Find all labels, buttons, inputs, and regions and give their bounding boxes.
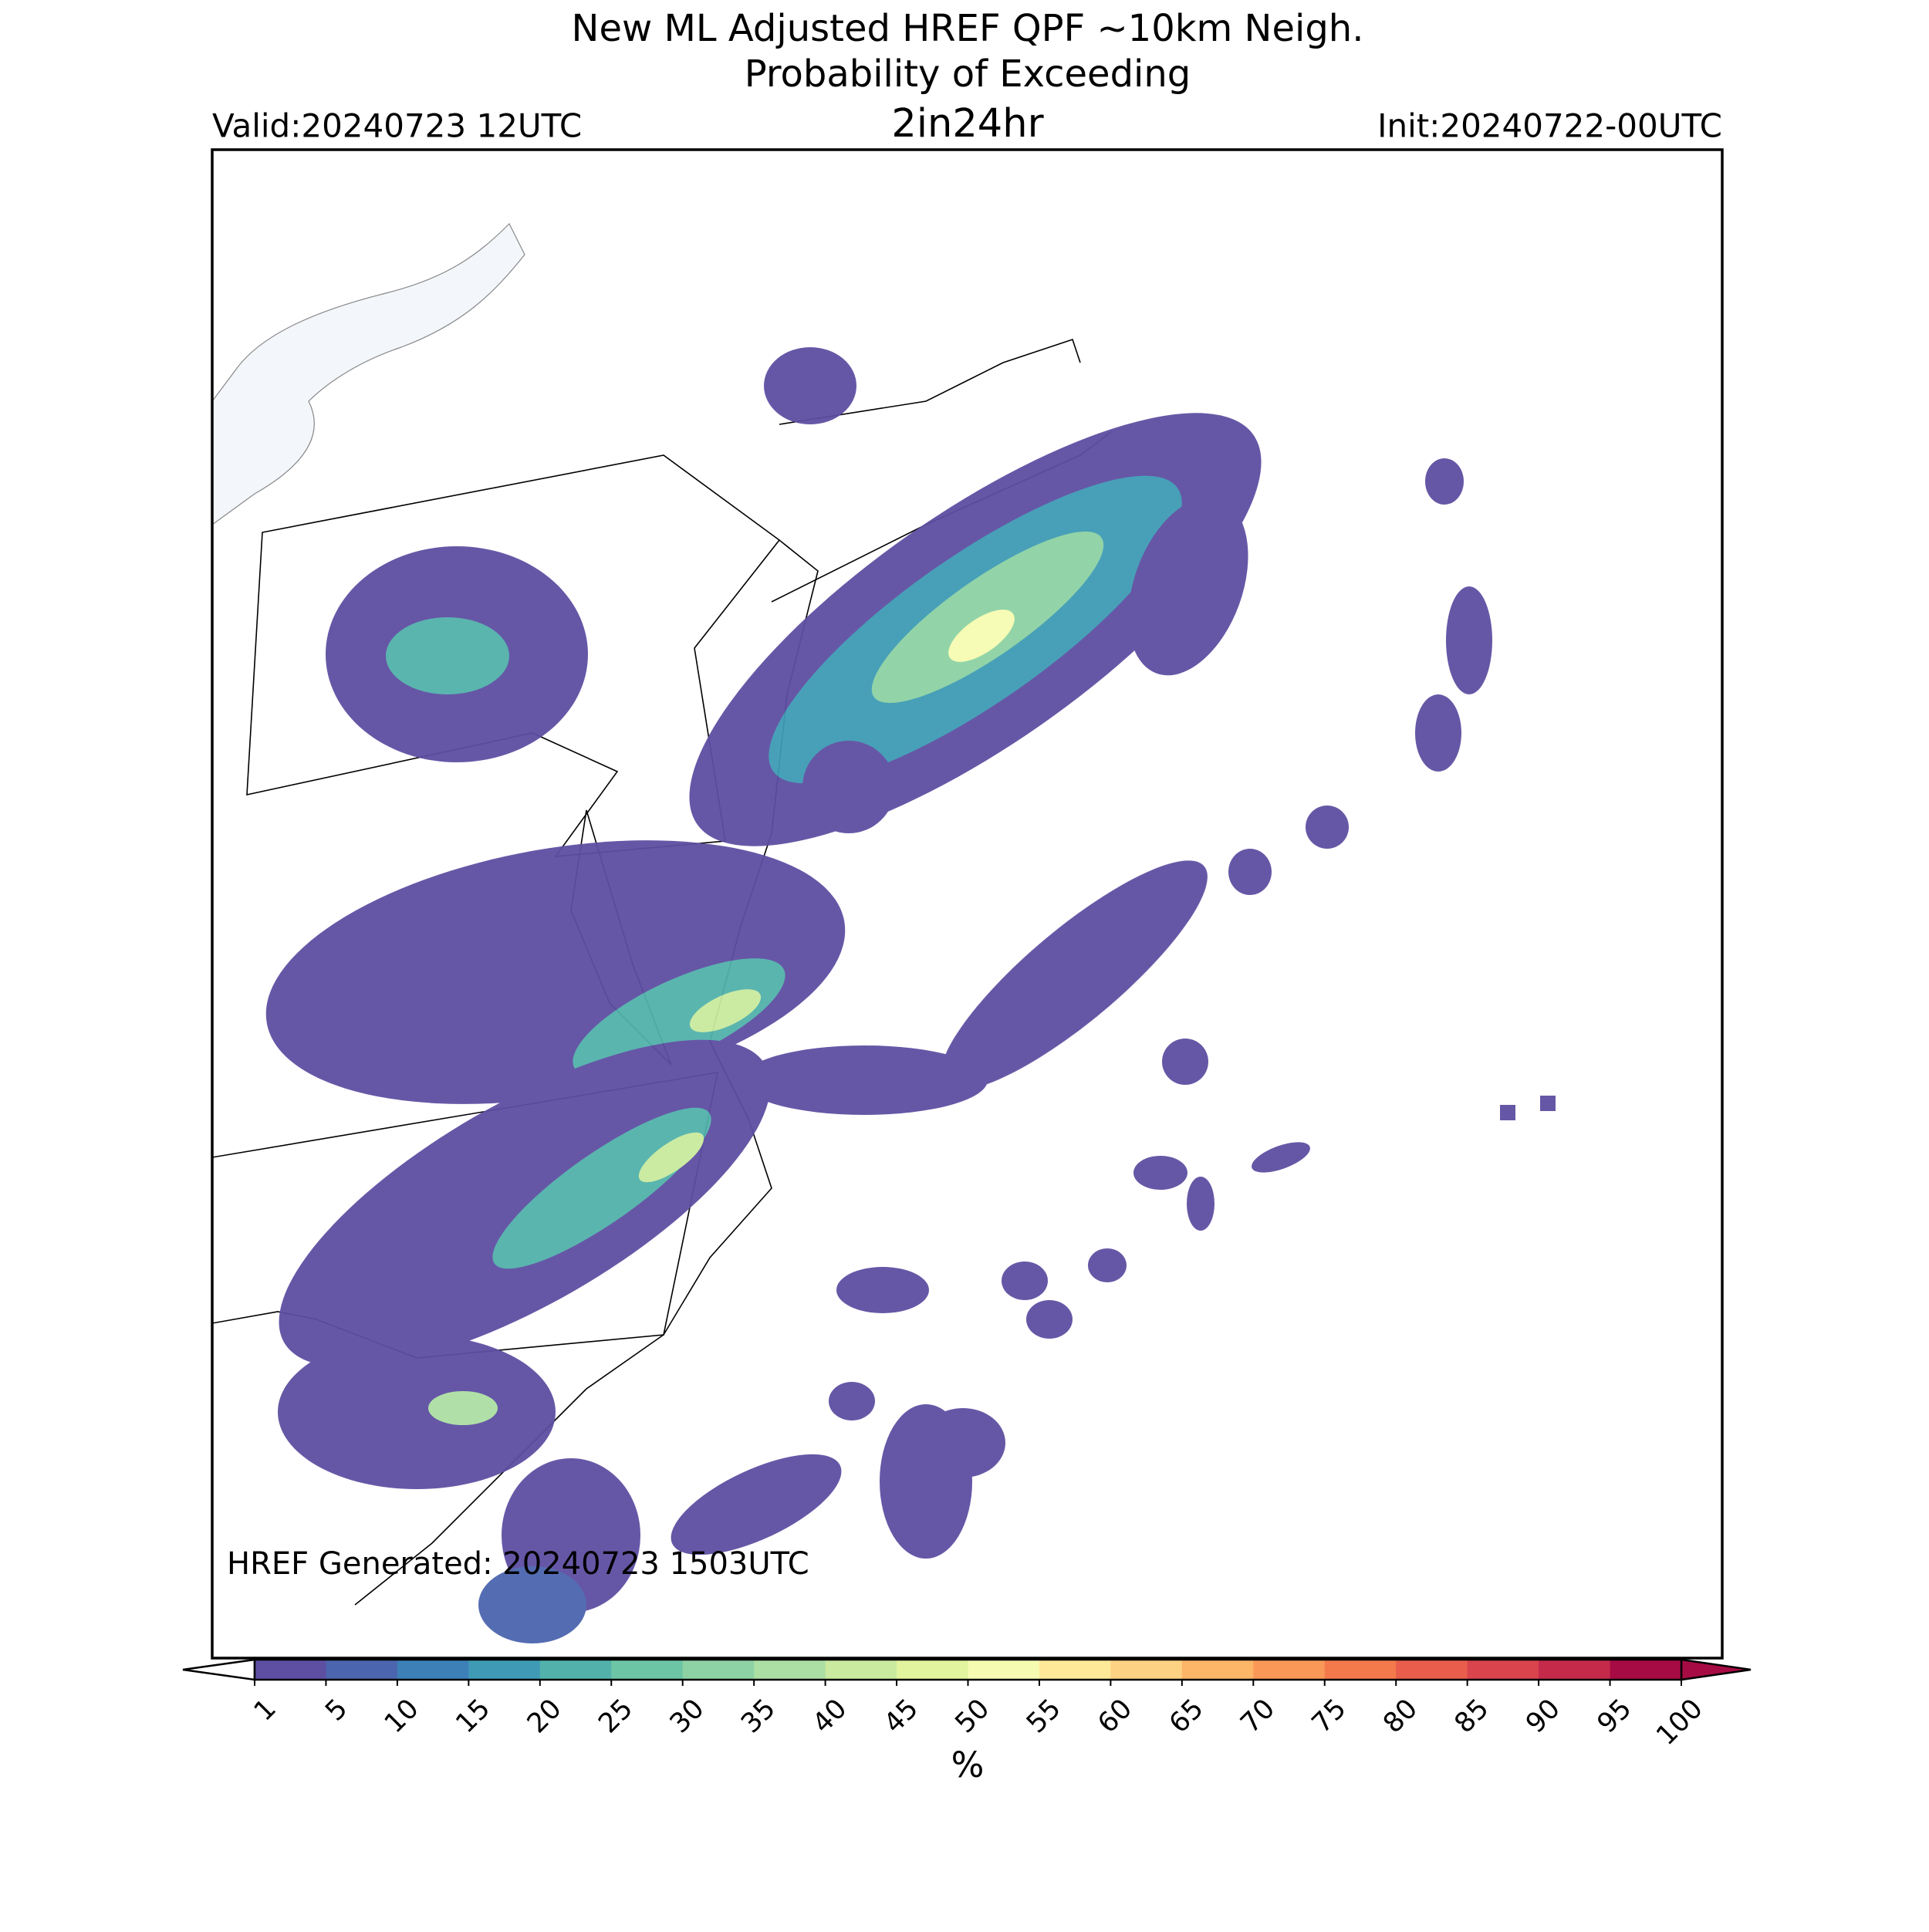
colorbar-tick-label: 50 — [950, 1694, 996, 1740]
colorbar-segment — [539, 1660, 612, 1680]
colorbar-segment — [897, 1660, 968, 1680]
colorbar-tick-label: 80 — [1377, 1694, 1424, 1740]
colorbar-under — [182, 1658, 256, 1681]
precip-area — [829, 1382, 875, 1420]
colorbar-segment — [1110, 1660, 1183, 1680]
colorbar-segment — [754, 1660, 826, 1680]
precip-field — [265, 347, 1556, 1643]
state-border — [779, 338, 1081, 425]
precip-area — [1500, 1105, 1515, 1120]
precip-area — [1026, 1300, 1073, 1339]
precip-area — [671, 1454, 842, 1555]
precip-area — [921, 1408, 1005, 1478]
precip-area — [1128, 497, 1248, 676]
colorbar-tick-label: 60 — [1093, 1694, 1139, 1740]
colorbar-tick-label: 1 — [248, 1694, 282, 1728]
colorbar-segment — [397, 1660, 469, 1680]
precip-area — [638, 1132, 704, 1183]
precip-area — [948, 610, 1015, 662]
precip-area — [1187, 1177, 1214, 1231]
precip-area — [689, 989, 762, 1032]
threshold: 2in24hr — [891, 101, 1043, 147]
colorbar: 1 5 10 15 20 25 30 35 40 45 50 55 60 65 70 75 80 85 90 95 10… — [182, 1658, 1752, 1752]
colorbar-tick-label: 10 — [379, 1694, 425, 1740]
colorbar-segment — [1539, 1660, 1611, 1680]
colorbar-segment — [1396, 1660, 1468, 1680]
precip-area — [1446, 586, 1492, 694]
precip-area — [1252, 1142, 1310, 1173]
precip-area — [492, 1107, 711, 1269]
colorbar-tick-label: 25 — [593, 1694, 639, 1740]
colorbar-tick-label: 15 — [450, 1694, 496, 1740]
colorbar-tick-label: 30 — [664, 1694, 711, 1740]
map-area — [212, 222, 1556, 1643]
precip-area — [1415, 694, 1461, 772]
colorbar-segment — [1039, 1660, 1111, 1680]
colorbar-tick-label: 35 — [735, 1694, 782, 1740]
precip-area — [941, 860, 1208, 1090]
precip-area — [428, 1391, 498, 1425]
title-line: Probability of Exceeding — [745, 52, 1191, 96]
colorbar-segment — [825, 1660, 897, 1680]
precip-area — [836, 1267, 929, 1313]
colorbar-segment — [968, 1660, 1040, 1680]
colorbar-segment — [611, 1660, 684, 1680]
generated-time: HREF Generated: 20240723 1503UTC — [227, 1546, 809, 1582]
init-time: Init:20240722-00UTC — [1377, 107, 1722, 145]
colorbar-segment — [468, 1660, 541, 1680]
colorbar-tick-label: 85 — [1449, 1694, 1495, 1740]
colorbar-tick-label: 90 — [1520, 1694, 1566, 1740]
colorbar-tick-label: 5 — [319, 1694, 353, 1728]
precip-area — [278, 1335, 556, 1489]
precip-area — [1088, 1248, 1127, 1282]
colorbar-segment — [1610, 1660, 1682, 1680]
colorbar-segment — [1467, 1660, 1539, 1680]
colorbar-over — [1680, 1658, 1752, 1681]
precip-area — [386, 617, 509, 694]
precip-area — [1133, 1156, 1187, 1190]
precip-area — [1306, 806, 1349, 849]
precip-area — [1228, 849, 1272, 895]
colorbar-tick-label: 65 — [1164, 1694, 1210, 1740]
colorbar-tick-label: 55 — [1021, 1694, 1067, 1740]
precip-area — [573, 958, 785, 1079]
valid-time: Valid:20240723 12UTC — [212, 107, 582, 145]
precip-area — [802, 741, 895, 833]
precip-area — [478, 1566, 586, 1643]
precip-area — [1425, 458, 1464, 505]
lake — [212, 222, 525, 525]
title-line: New ML Adjusted HREF QPF ~10km Neigh. — [572, 7, 1364, 50]
colorbar-segment — [1253, 1660, 1326, 1680]
colorbar-segment — [682, 1660, 755, 1680]
colorbar-segment — [1181, 1660, 1254, 1680]
colorbar-tick-label: 75 — [1306, 1694, 1353, 1740]
precip-area — [741, 1045, 988, 1115]
colorbar-segment — [1324, 1660, 1397, 1680]
colorbar-tick-label: 100 — [1650, 1694, 1709, 1752]
colorbar-segment — [326, 1660, 398, 1680]
colorbar-tick-label: 70 — [1235, 1694, 1281, 1740]
precip-area — [764, 347, 856, 424]
colorbar-tick-label: 20 — [522, 1694, 568, 1740]
precip-area — [1002, 1262, 1048, 1300]
map-frame — [211, 148, 1724, 1660]
colorbar-tick-label: 95 — [1592, 1694, 1638, 1740]
colorbar-tick-label: 45 — [878, 1694, 924, 1740]
precip-area — [1540, 1096, 1556, 1111]
colorbar-tick-label: 40 — [807, 1694, 853, 1740]
colorbar-segment — [255, 1660, 326, 1680]
precip-area — [1162, 1039, 1208, 1085]
colorbar-label: % — [951, 1745, 985, 1785]
